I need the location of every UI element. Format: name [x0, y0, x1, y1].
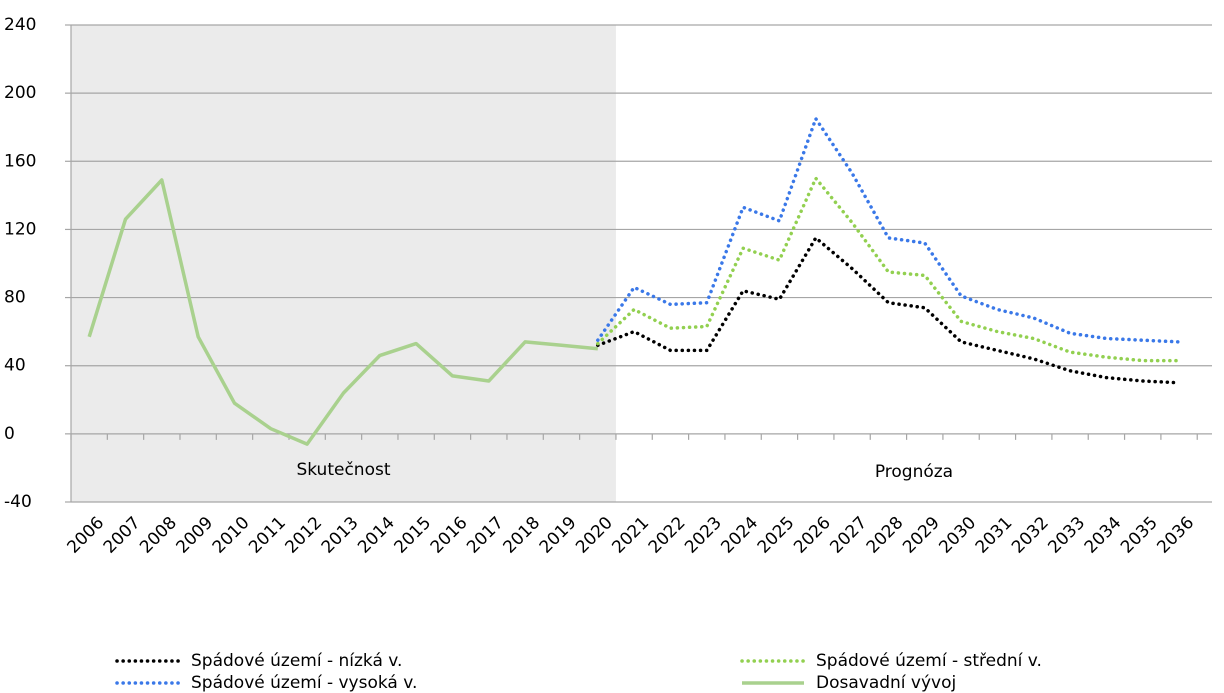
series-line	[596, 235, 1181, 385]
actual-region	[71, 25, 616, 502]
legend-label: Spádové území - vysoká v.	[191, 673, 417, 693]
y-tick-label: 0	[4, 424, 15, 444]
y-tick-label: 200	[4, 83, 36, 103]
legend-label: Spádové území - střední v.	[816, 651, 1042, 671]
series-line	[596, 114, 1181, 344]
annotation: Skutečnost	[296, 460, 390, 480]
y-tick-label: 160	[4, 151, 36, 171]
y-tick-label: 240	[4, 15, 36, 35]
y-tick-label: -40	[4, 492, 32, 512]
legend-label: Dosavadní vývoj	[816, 673, 956, 693]
series-line	[87, 178, 598, 446]
y-tick-label: 80	[4, 288, 26, 308]
y-tick-label: 120	[4, 219, 36, 239]
y-tick-label: 40	[4, 356, 26, 376]
series-line	[596, 174, 1181, 363]
annotation: Prognóza	[875, 462, 953, 482]
legend-label: Spádové území - nízká v.	[191, 651, 402, 671]
